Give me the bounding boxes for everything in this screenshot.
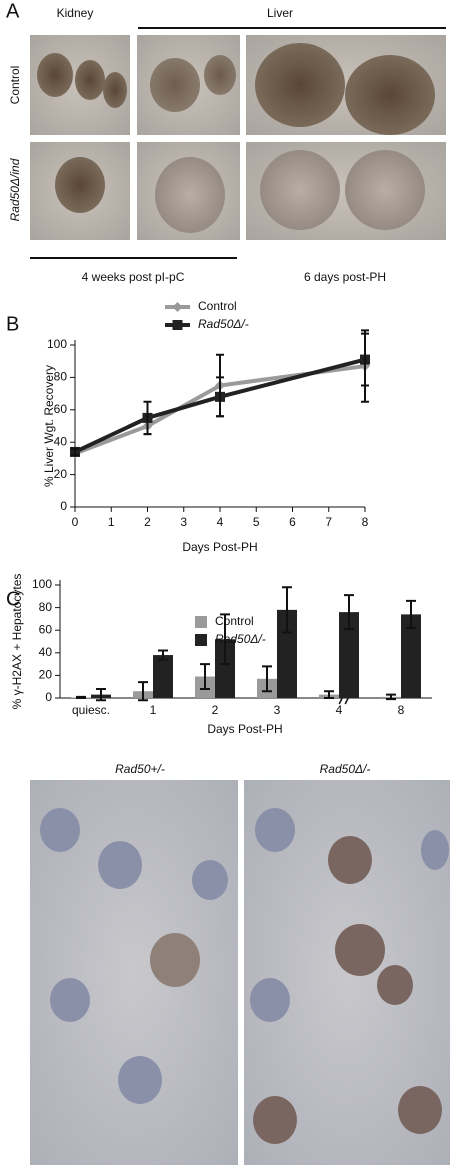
y-axis-label: % Liver Wgt. Recovery	[42, 365, 56, 487]
legend-label: Control	[198, 299, 237, 313]
legend-label: Control	[215, 614, 254, 628]
error-bar	[324, 690, 334, 699]
error-bar	[344, 594, 354, 631]
x-tick-label: 2	[212, 703, 219, 717]
panel-label: A	[6, 0, 20, 22]
legend-label: Rad50Δ/-	[198, 317, 249, 331]
image-label: Rad50+/-	[115, 762, 165, 776]
error-bar	[138, 681, 148, 702]
bar	[401, 614, 421, 698]
y-tick-label: 100	[47, 337, 67, 351]
x-tick-label: 1	[108, 515, 115, 529]
x-tick-label: 3	[274, 703, 281, 717]
x-tick-label: 7	[325, 515, 332, 529]
error-bar	[386, 693, 396, 701]
row-label: Control	[8, 66, 22, 105]
panel-label: C	[6, 588, 20, 610]
y-tick-label: 20	[54, 467, 68, 481]
legend-marker	[172, 302, 183, 312]
error-bar	[282, 586, 292, 634]
error-bar	[262, 665, 272, 693]
error-bar	[96, 687, 106, 702]
x-tick-label: 8	[398, 703, 405, 717]
x-tick-label: 6	[289, 515, 296, 529]
legend-label: Rad50Δ/-	[215, 632, 266, 646]
x-tick-label: 0	[72, 515, 79, 529]
image-label: Rad50Δ/-	[320, 762, 371, 776]
error-bar	[361, 332, 369, 387]
micrographs-d	[30, 780, 450, 1165]
x-tick-label: 1	[150, 703, 157, 717]
x-tick-label: 5	[253, 515, 260, 529]
row-label: Rad50Δ/ind	[8, 158, 22, 221]
y-tick-label: 0	[45, 690, 52, 704]
x-tick-label: 3	[180, 515, 187, 529]
legend-swatch	[195, 634, 207, 646]
bar	[215, 639, 235, 698]
x-tick-label: quiesc.	[72, 703, 110, 717]
y-tick-label: 100	[32, 577, 52, 591]
x-tick-label: 4	[336, 703, 343, 717]
error-bar	[143, 400, 152, 436]
y-axis-label: % γ-H2AX + Hepatocytes	[10, 574, 24, 710]
y-tick-label: 80	[54, 370, 68, 384]
bar	[339, 612, 359, 698]
caption: 4 weeks post pI-pC	[82, 270, 185, 284]
error-bar	[220, 613, 230, 666]
y-tick-label: 60	[39, 622, 53, 636]
series-line	[74, 357, 366, 454]
x-axis-label: Days Post-PH	[182, 540, 257, 554]
y-tick-label: 60	[54, 402, 68, 416]
x-axis-label: Days Post-PH	[207, 722, 282, 736]
y-tick-label: 40	[54, 434, 68, 448]
y-tick-label: 0	[60, 499, 67, 513]
error-bar	[158, 649, 168, 661]
legend-swatch	[195, 616, 207, 628]
bar	[153, 655, 173, 698]
column-label: Kidney	[57, 6, 94, 20]
y-tick-label: 40	[39, 645, 53, 659]
panel-label: B	[6, 313, 19, 335]
caption: 6 days post-PH	[304, 270, 386, 284]
x-tick-label: 4	[217, 515, 224, 529]
y-tick-label: 20	[39, 668, 53, 682]
y-tick-label: 80	[39, 600, 53, 614]
error-bar	[71, 447, 79, 457]
column-label: Liver	[267, 6, 293, 20]
x-tick-label: 8	[362, 515, 369, 529]
x-tick-label: 2	[144, 515, 151, 529]
legend-marker	[172, 320, 183, 330]
error-bar	[200, 663, 210, 690]
error-bar	[216, 376, 224, 418]
error-bar	[406, 599, 416, 629]
error-bar	[76, 695, 86, 699]
micrographs-a	[30, 35, 446, 240]
